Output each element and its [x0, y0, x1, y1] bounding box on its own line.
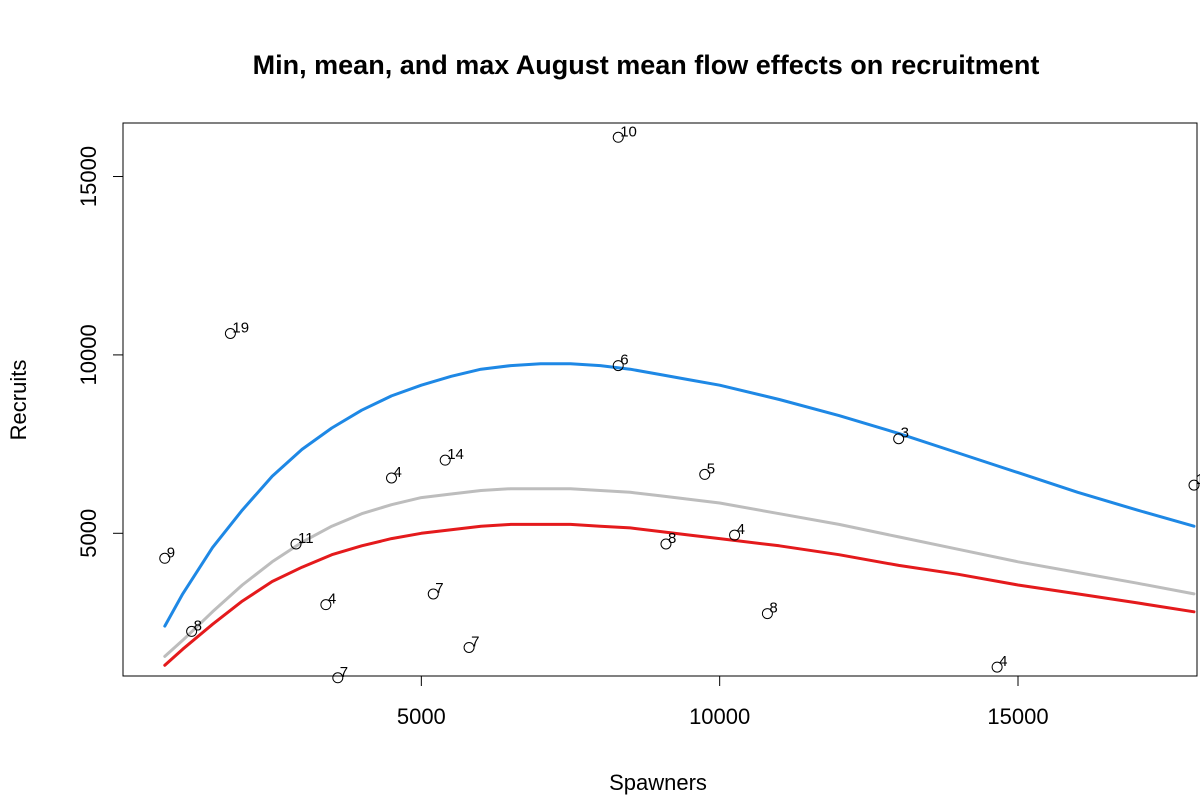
x-tick-label: 15000 — [987, 704, 1048, 729]
data-point — [386, 472, 397, 484]
data-point — [612, 131, 624, 143]
data-point — [186, 625, 198, 637]
chart-title: Min, mean, and max August mean flow effe… — [253, 50, 1040, 80]
x-axis-label: Spawners — [609, 770, 707, 795]
data-point-label: 5 — [707, 460, 715, 477]
series-line-1 — [163, 362, 1196, 628]
data-point-label: 6 — [620, 352, 628, 369]
data-point-label: 7 — [340, 664, 348, 681]
data-point — [427, 588, 439, 600]
data-point — [729, 529, 741, 541]
data-point-label: 4 — [737, 521, 745, 538]
data-point-label: 13 — [1196, 471, 1200, 488]
series-line-2 — [163, 487, 1196, 658]
data-point-label: 9 — [167, 544, 175, 561]
data-point-label: 4 — [999, 653, 1007, 670]
data-point — [224, 327, 236, 339]
x-tick-label: 5000 — [397, 704, 446, 729]
data-point — [463, 641, 475, 653]
data-point — [612, 360, 624, 372]
y-tick-label: 5000 — [76, 509, 101, 558]
y-axis-label: Recruits — [6, 360, 31, 441]
data-point — [761, 608, 773, 620]
x-axis: 5000 10000 15000 — [397, 676, 1049, 729]
data-point-label: 4 — [394, 464, 402, 481]
points-layer: 10 19 6 3 14 4 5 13 9 11 8 4 7 4 8 8 7 4 7 — [159, 123, 1200, 684]
plot-frame — [122, 122, 1198, 677]
y-tick-label: 10000 — [76, 324, 101, 385]
data-point — [290, 538, 302, 550]
data-point — [699, 468, 711, 480]
data-point — [332, 672, 344, 684]
data-point — [1188, 479, 1200, 491]
data-point — [439, 454, 451, 466]
data-point-label: 19 — [232, 319, 249, 336]
data-point — [159, 552, 171, 564]
data-point-label: 14 — [447, 446, 464, 463]
series-line-3 — [163, 522, 1196, 667]
data-point-label: 3 — [901, 425, 909, 442]
y-axis: 5000 10000 15000 — [76, 146, 123, 558]
x-tick-label: 10000 — [689, 704, 750, 729]
data-point-label: 10 — [620, 123, 637, 140]
data-point — [320, 599, 332, 611]
data-point — [991, 661, 1003, 673]
data-point — [660, 538, 672, 550]
data-point-label: 8 — [769, 600, 777, 617]
series-layer — [163, 362, 1196, 667]
data-point-label: 11 — [298, 530, 314, 547]
data-point-label: 7 — [471, 633, 479, 650]
data-point-label: 8 — [194, 617, 202, 634]
data-point-label: 7 — [435, 580, 443, 597]
data-point-label: 8 — [668, 530, 676, 547]
data-point — [893, 433, 905, 445]
data-point-label: 4 — [328, 591, 336, 608]
y-tick-label: 15000 — [76, 146, 101, 207]
